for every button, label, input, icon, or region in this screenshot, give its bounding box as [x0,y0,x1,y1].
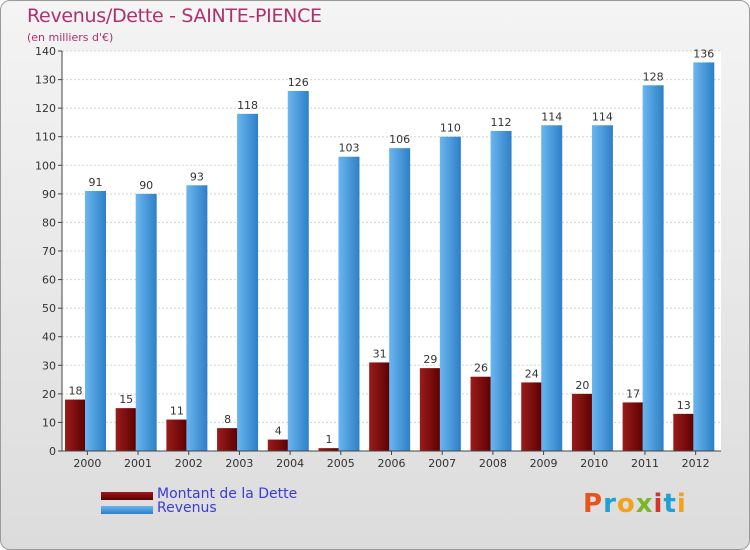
legend-label-debt: Montant de la Dette [157,486,298,502]
data-label-debt: 18 [69,385,83,398]
y-tick-label: 50 [42,302,56,315]
y-tick-label: 100 [35,159,56,172]
chart-title: Revenus/Dette - SAINTE-PIENCE [27,5,322,27]
y-tick-label: 140 [35,45,56,58]
x-tick-label: 2010 [580,457,608,470]
data-label-debt: 20 [575,379,589,392]
bar-revenue [541,125,563,452]
legend-label-revenue: Revenus [157,500,217,516]
y-tick-label: 70 [42,245,56,258]
data-label-revenue: 106 [389,133,410,146]
data-label-debt: 31 [373,347,387,360]
x-tick-label: 2002 [175,457,203,470]
bar-debt [571,393,593,451]
logo-letter: P [583,489,604,519]
bar-revenue [439,136,461,451]
y-tick-label: 10 [42,416,56,429]
logo-letter: i [653,489,664,519]
data-label-revenue: 114 [592,110,613,123]
y-tick-label: 110 [35,131,56,144]
y-tick-label: 90 [42,188,56,201]
bar-debt [673,413,695,451]
data-label-debt: 1 [325,433,332,446]
bar-debt [622,402,644,451]
data-label-revenue: 91 [89,176,103,189]
legend-swatch-debt [101,492,153,500]
logo-letter: r [603,489,617,519]
bar-revenue [389,148,411,451]
data-label-revenue: 103 [338,142,359,155]
y-tick-label: 40 [42,331,56,344]
data-label-revenue: 110 [440,122,461,135]
y-tick-label: 20 [42,388,56,401]
bar-revenue [591,125,613,452]
data-label-revenue: 90 [139,179,153,192]
data-label-revenue: 126 [288,76,309,89]
x-tick-label: 2005 [327,457,355,470]
x-tick-label: 2003 [225,457,253,470]
logo-letter: x [635,489,654,519]
bar-debt [267,439,289,451]
proxiti-logo: Proxiti [583,489,687,519]
x-tick-label: 2000 [73,457,101,470]
bar-debt [166,419,188,451]
data-label-debt: 11 [170,405,184,418]
data-label-debt: 15 [119,393,133,406]
x-tick-label: 2001 [124,457,152,470]
y-tick-label: 30 [42,359,56,372]
bar-debt [318,448,340,451]
y-tick-label: 130 [35,74,56,87]
bar-debt [521,382,543,451]
bar-layer [65,62,715,452]
data-label-debt: 17 [626,387,640,400]
y-tick-label: 0 [49,445,56,458]
bar-revenue [85,191,106,451]
data-label-revenue: 93 [190,170,204,183]
data-label-debt: 29 [423,353,437,366]
bar-revenue [237,113,259,451]
bar-debt [217,428,239,451]
x-tick-label: 2008 [479,457,507,470]
chart-subtitle: (en milliers d'€) [27,31,114,44]
bar-debt [419,368,441,451]
y-tick-label: 120 [35,102,56,115]
data-label-revenue: 128 [643,70,664,83]
data-label-debt: 24 [525,367,539,380]
data-label-debt: 4 [275,425,282,438]
data-label-debt: 26 [474,362,488,375]
bar-revenue [186,185,208,452]
logo-letter: o [616,489,636,519]
y-tick-label: 60 [42,274,56,287]
y-tick-label: 80 [42,216,56,229]
label-layer: 18 91 15 90 11 93 8 118 4 126 1 103 31 106 29 110 26 112 2… [69,47,715,446]
bar-debt [369,362,391,451]
data-label-revenue: 112 [491,116,512,129]
data-label-revenue: 118 [237,99,258,112]
logo-letter: i [676,489,687,519]
x-tick-label: 2004 [276,457,304,470]
bar-revenue [642,85,664,452]
bar-revenue [135,193,157,451]
bar-revenue [490,131,512,451]
bar-debt [470,376,492,451]
data-label-revenue: 136 [693,47,714,60]
bar-revenue [287,91,309,451]
x-tick-label: 2009 [530,457,558,470]
bar-revenue [693,62,715,452]
x-tick-label: 2007 [428,457,456,470]
x-tick-label: 2012 [682,457,710,470]
legend-swatch-revenue [101,506,153,514]
x-tick-label: 2006 [378,457,406,470]
data-label-revenue: 114 [541,110,562,123]
logo-letter: t [663,489,677,519]
bar-debt [65,399,86,451]
data-label-debt: 13 [677,399,691,412]
bar-revenue [338,156,360,451]
bar-debt [115,408,137,451]
data-label-debt: 8 [224,413,231,426]
x-tick-label: 2011 [631,457,659,470]
